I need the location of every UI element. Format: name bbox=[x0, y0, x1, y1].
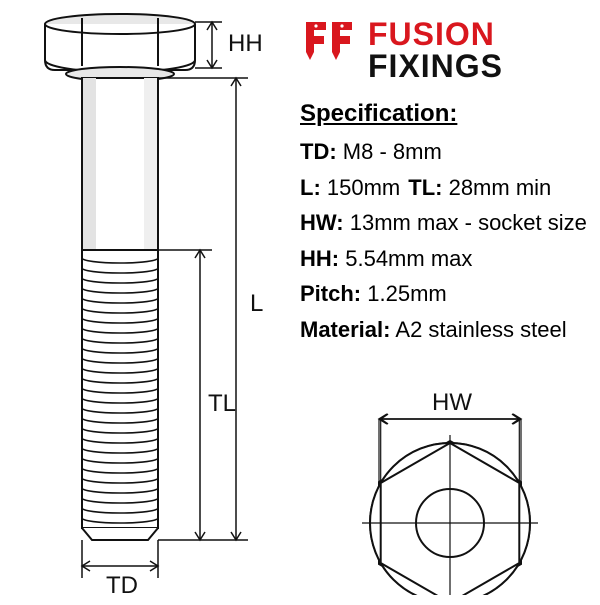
spec-value: 13mm max - socket size bbox=[350, 210, 587, 235]
spec-key: TD: bbox=[300, 139, 337, 164]
dim-label-l: L bbox=[250, 290, 263, 318]
dim-label-td: TD bbox=[106, 572, 138, 600]
spec-value: 150mm bbox=[327, 175, 400, 200]
bolt-side-view: HH L TL TD bbox=[0, 0, 280, 600]
spec-value: M8 - 8mm bbox=[343, 139, 442, 164]
brand-logo: FUSION FIXINGS bbox=[300, 18, 503, 82]
spec-row-td: TD: M8 - 8mm bbox=[300, 138, 590, 166]
dim-label-hh: HH bbox=[228, 30, 263, 58]
spec-row-material: Material: A2 stainless steel bbox=[300, 316, 590, 344]
dim-label-hw: HW bbox=[432, 389, 472, 417]
spec-key: HW: bbox=[300, 210, 344, 235]
spec-key: HH: bbox=[300, 246, 339, 271]
brand-logo-mark bbox=[300, 18, 358, 82]
spec-value: 28mm min bbox=[449, 175, 552, 200]
spec-row-l-tl: L: 150mm TL: 28mm min bbox=[300, 174, 590, 202]
spec-row-hw: HW: 13mm max - socket size bbox=[300, 209, 590, 237]
specification-block: Specification: TD: M8 - 8mm L: 150mm TL:… bbox=[300, 100, 590, 351]
dim-label-tl: TL bbox=[208, 390, 236, 418]
spec-value: 5.54mm max bbox=[345, 246, 472, 271]
spec-key: Pitch: bbox=[300, 281, 361, 306]
spec-key: TL: bbox=[408, 175, 442, 200]
spec-key: L: bbox=[300, 175, 321, 200]
brand-name-line1: FUSION bbox=[368, 18, 503, 50]
brand-name-line2: FIXINGS bbox=[368, 50, 503, 82]
bolt-top-view: HW bbox=[320, 395, 580, 595]
spec-value: 1.25mm bbox=[367, 281, 446, 306]
spec-row-hh: HH: 5.54mm max bbox=[300, 245, 590, 273]
spec-row-pitch: Pitch: 1.25mm bbox=[300, 280, 590, 308]
spec-value: A2 stainless steel bbox=[395, 317, 566, 342]
spec-key: Material: bbox=[300, 317, 390, 342]
spec-title: Specification: bbox=[300, 100, 590, 128]
